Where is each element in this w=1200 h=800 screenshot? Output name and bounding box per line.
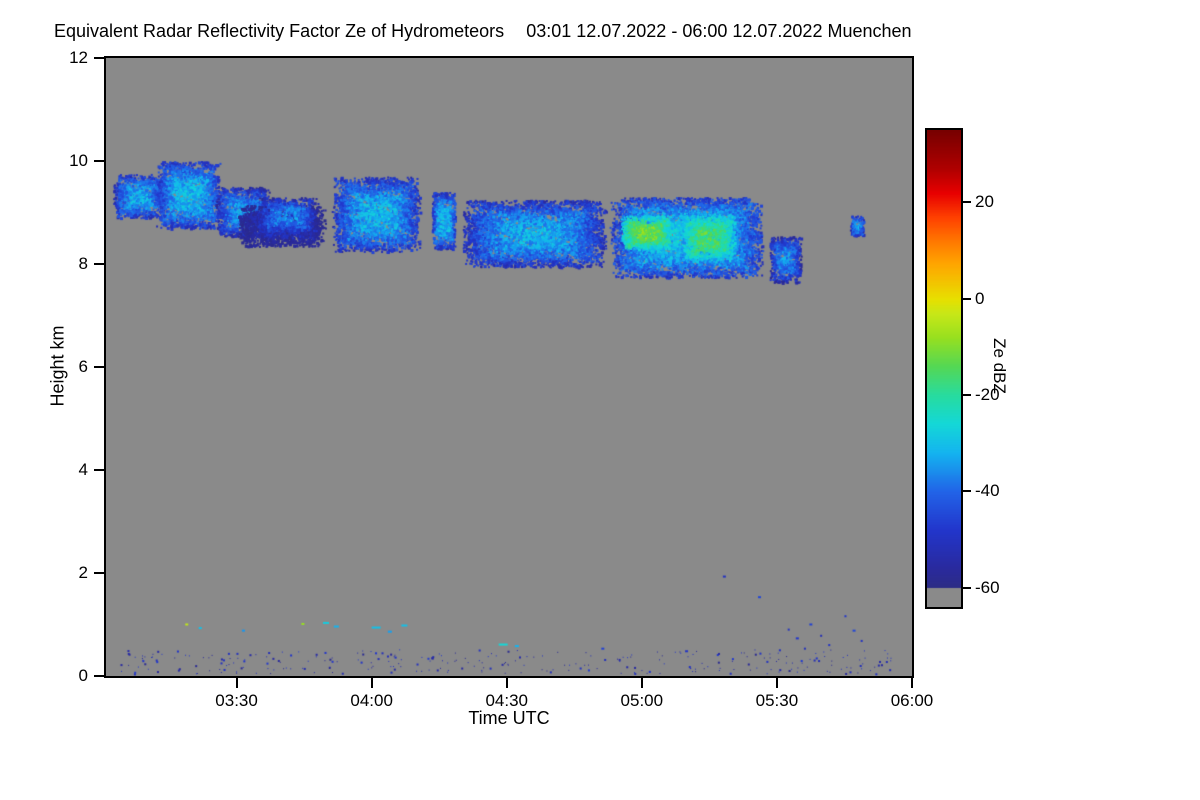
x-axis-tick xyxy=(505,678,508,688)
y-axis-tick-label: 4 xyxy=(78,460,88,479)
x-axis-tick-label: 04:00 xyxy=(350,691,393,710)
x-axis-tick xyxy=(911,678,913,688)
colorbar-tick xyxy=(963,394,971,396)
colorbar-tick-label: 0 xyxy=(975,288,985,308)
y-axis-tick xyxy=(94,572,104,574)
colorbar-tick xyxy=(963,586,971,589)
y-axis-tick xyxy=(94,469,104,471)
plot-area xyxy=(104,56,914,678)
colorbar-tick-label: -60 xyxy=(975,577,1000,597)
x-axis-tick-label: 04:30 xyxy=(485,691,528,710)
chart-title-text: Equivalent Radar Reflectivity Factor Ze … xyxy=(54,21,505,41)
y-axis-tick-label: 12 xyxy=(69,48,88,67)
x-axis-tick xyxy=(370,678,373,688)
x-axis-tick-label: 05:00 xyxy=(620,691,664,710)
y-axis-tick xyxy=(94,263,104,265)
colorbar-tick xyxy=(963,297,971,300)
colorbar-tick xyxy=(963,490,971,493)
chart-title: Equivalent Radar Reflectivity Factor Ze … xyxy=(54,21,912,42)
colorbar xyxy=(925,128,963,609)
y-axis-tick-label: 2 xyxy=(78,563,88,582)
y-axis-tick-label: 6 xyxy=(78,357,88,376)
y-axis-tick-label: 10 xyxy=(69,151,88,170)
x-axis-tick-label: 03:30 xyxy=(215,691,258,710)
y-axis-tick-label: 0 xyxy=(78,666,88,685)
colorbar-tick-label: -40 xyxy=(975,481,1000,501)
y-axis-tick xyxy=(94,160,104,162)
x-axis-tick xyxy=(775,678,778,688)
y-axis-tick xyxy=(94,675,104,677)
x-axis-tick-label: 05:30 xyxy=(755,691,799,710)
y-axis-tick xyxy=(94,366,104,368)
colorbar-tick-label: 20 xyxy=(975,192,994,212)
colorbar-gradient-canvas xyxy=(927,130,961,607)
x-axis-tick xyxy=(640,678,643,688)
radar-reflectivity-heatmap-canvas xyxy=(106,58,912,676)
y-axis-tick xyxy=(94,57,104,59)
y-axis-tick-label: 8 xyxy=(78,254,88,273)
colorbar-tick-label: -20 xyxy=(975,385,1000,404)
x-axis-tick xyxy=(235,678,238,688)
colorbar-tick xyxy=(963,201,971,204)
chart-title-period: 03:01 12.07.2022 - 06:00 12.07.2022 Muen… xyxy=(526,21,912,41)
x-axis-label: Time UTC xyxy=(468,708,550,728)
x-axis-tick-label: 06:00 xyxy=(890,691,934,710)
